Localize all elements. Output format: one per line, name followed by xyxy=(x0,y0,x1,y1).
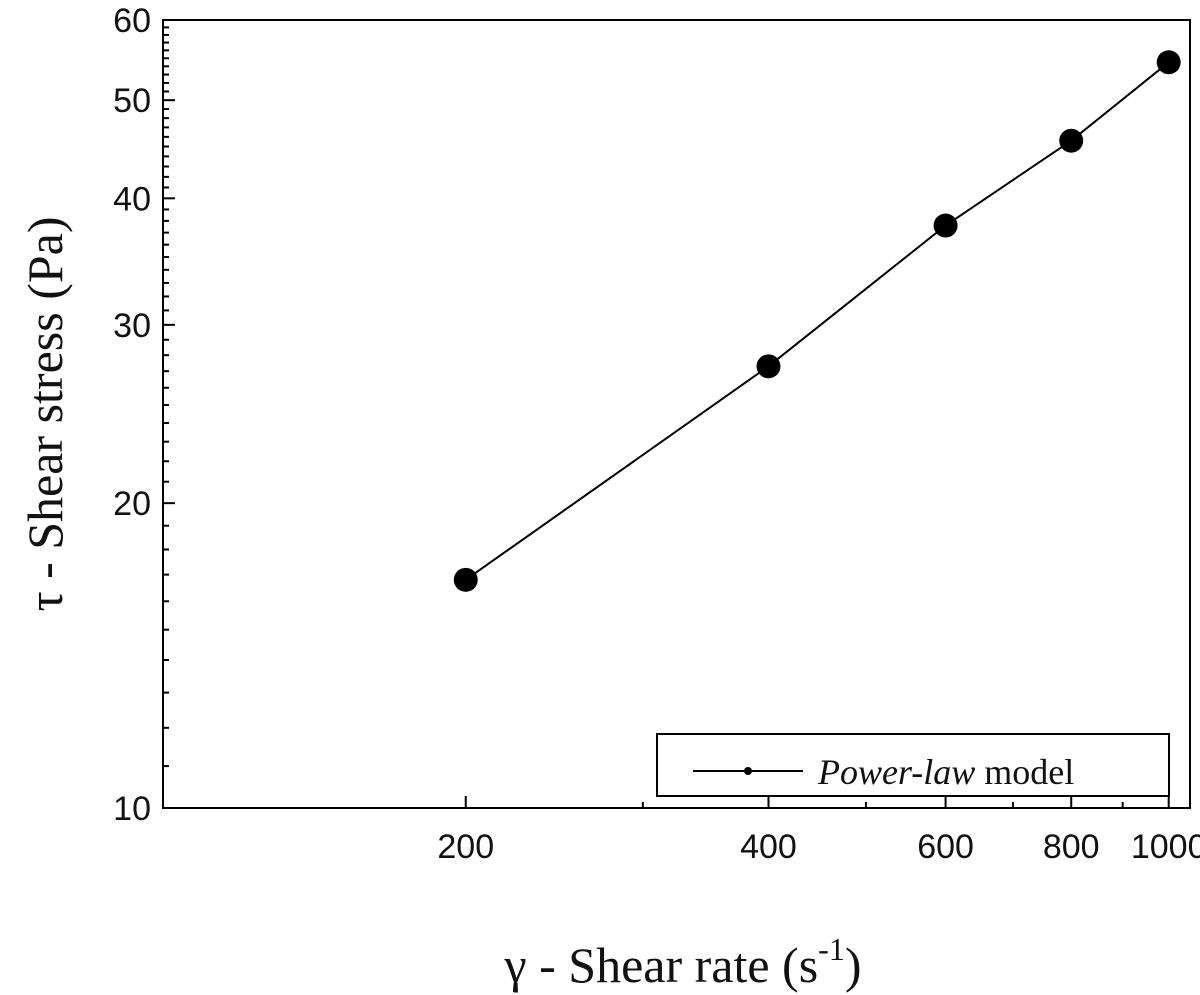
legend-marker xyxy=(744,767,752,775)
x-axis-symbol: γ xyxy=(504,937,527,993)
y-axis-title: τ - Shear stress (Pa) xyxy=(17,217,73,612)
x-axis-text: - Shear rate (s xyxy=(527,937,819,993)
x-tick-label: 200 xyxy=(437,828,494,866)
legend-label-plain: model xyxy=(975,752,1074,792)
x-tick-label: 800 xyxy=(1043,828,1100,866)
y-tick-label: 40 xyxy=(113,180,151,218)
legend-label: Power-law model xyxy=(817,752,1074,792)
y-tick-label: 60 xyxy=(113,2,151,40)
data-point xyxy=(1059,128,1084,153)
y-tick-label: 30 xyxy=(113,307,151,345)
x-tick-label: 600 xyxy=(917,828,974,866)
legend-box xyxy=(656,733,1170,797)
data-point xyxy=(453,567,478,592)
data-point xyxy=(933,213,958,238)
y-tick-label: 10 xyxy=(113,790,151,828)
x-axis-title: γ - Shear rate (s-1) xyxy=(504,931,862,993)
plot-frame xyxy=(162,19,1191,809)
x-tick-label: 1000 xyxy=(1131,828,1200,866)
series-group xyxy=(453,50,1181,592)
y-axis-ticks: 10 20 30 40 50 60 xyxy=(113,2,175,828)
x-axis-ticks: 200 400 600 800 1000 xyxy=(437,796,1200,866)
y-tick-label: 50 xyxy=(113,82,151,120)
x-axis-superscript: -1 xyxy=(818,931,845,967)
legend-label-italic: Power-law xyxy=(817,752,975,792)
x-axis-close: ) xyxy=(845,937,862,993)
data-point xyxy=(756,354,781,379)
legend: Power-law model xyxy=(656,733,1170,797)
x-tick-label: 400 xyxy=(740,828,797,866)
y-tick-label: 20 xyxy=(113,485,151,523)
data-point xyxy=(1156,50,1181,75)
